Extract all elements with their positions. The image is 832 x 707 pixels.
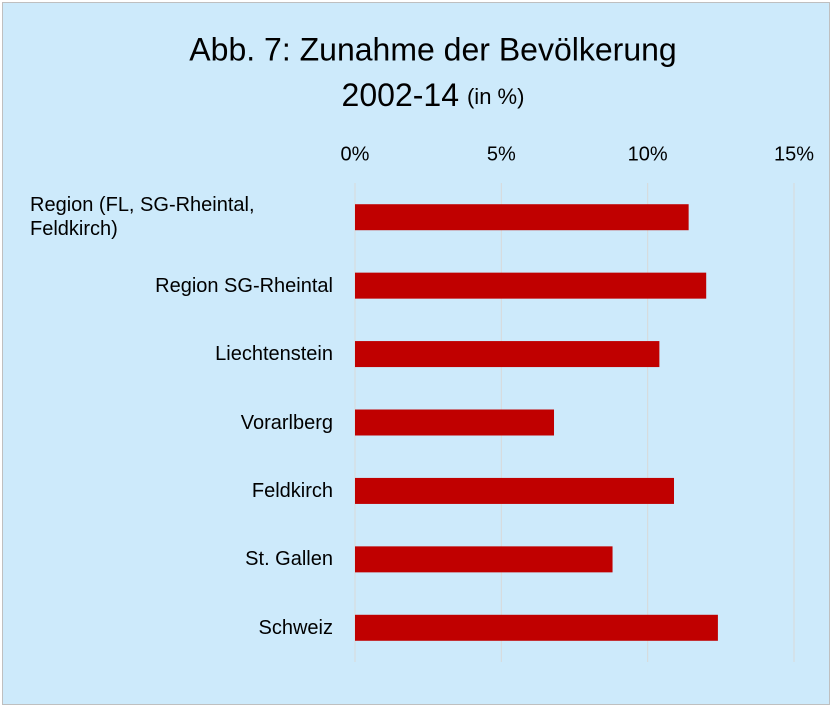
y-tick-label-box: Vorarlberg [30, 411, 333, 435]
chart-title-year: 2002-14 [342, 77, 459, 113]
y-tick-label: Schweiz [258, 616, 333, 639]
y-tick-label-box: Region (FL, SG-Rheintal, Feldkirch) [30, 193, 333, 241]
y-tick-label: Vorarlberg [240, 411, 333, 434]
y-tick-label: Liechtenstein [215, 343, 333, 366]
x-tick-label: 5% [487, 143, 516, 165]
y-tick-label-box: Liechtenstein [30, 342, 333, 366]
y-tick-label: Feldkirch [251, 479, 333, 502]
chart-title: Abb. 7: Zunahme der Bevölkerung [189, 31, 676, 67]
bar [355, 341, 660, 368]
chart-title: 2002-14 (in %) [342, 77, 525, 113]
y-tick-label-box: Schweiz [30, 616, 333, 640]
x-tick-label: 10% [628, 143, 668, 165]
y-tick-label: St. Gallen [245, 548, 333, 571]
y-tick-label-box: St. Gallen [30, 547, 333, 571]
y-tick-label: Region (FL, SG-Rheintal, Feldkirch) [30, 194, 255, 241]
bar [355, 272, 707, 299]
bar [355, 614, 718, 641]
x-tick-label: 0% [341, 143, 370, 165]
bar [355, 477, 675, 504]
x-tick-label: 15% [774, 143, 814, 165]
unit-label: (in %) [467, 84, 524, 109]
y-tick-label-box: Region SG-Rheintal [30, 274, 333, 298]
bar [355, 409, 555, 436]
bar [355, 204, 689, 231]
bar [355, 546, 613, 573]
y-tick-label: Region SG-Rheintal [155, 274, 333, 297]
y-tick-label-box: Feldkirch [30, 479, 333, 503]
